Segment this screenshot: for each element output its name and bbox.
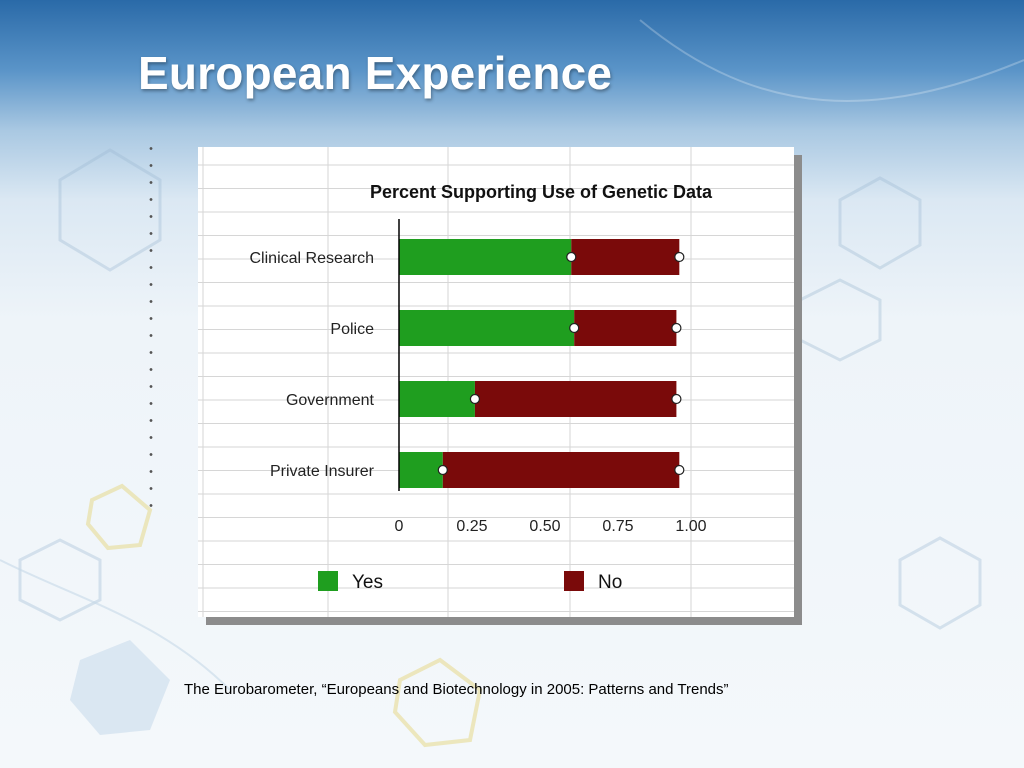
bar-no-private-insurer: [442, 452, 680, 488]
legend-label-yes: Yes: [352, 572, 383, 593]
legend-label-no: No: [598, 572, 622, 593]
category-labels: Clinical Research Police Government Private…: [250, 250, 375, 480]
chart-title: Percent Supporting Use of Genetic Data: [370, 182, 713, 202]
marker-yes-clinical-research: [566, 251, 577, 263]
slide-title: European Experience: [138, 47, 613, 99]
bar-yes-police: [399, 310, 575, 346]
x-tick-label: 0.75: [602, 518, 633, 535]
chart-legend: Yes No: [318, 571, 622, 593]
bar-yes-private-insurer: [399, 452, 443, 488]
x-tick-label: 0.50: [529, 518, 560, 535]
x-tick-label: 0: [395, 518, 404, 535]
category-label: Government: [286, 392, 375, 409]
category-label: Private Insurer: [270, 463, 375, 480]
category-label: Police: [330, 321, 374, 338]
bar-yes-clinical-research: [399, 239, 572, 275]
bar-chart: Percent Supporting Use of Genetic Data C…: [198, 147, 794, 617]
bar-no-police: [574, 310, 677, 346]
bullet-dots: [148, 140, 154, 510]
chart-panel: Percent Supporting Use of Genetic Data C…: [198, 147, 794, 617]
bar-no-government: [474, 381, 677, 417]
legend-swatch-no: [564, 571, 584, 591]
bar-yes-government: [399, 381, 475, 417]
marker-total-police: [671, 322, 682, 334]
marker-total-private-insurer: [674, 464, 685, 476]
category-label: Clinical Research: [250, 250, 375, 267]
x-tick-label: 1.00: [675, 518, 706, 535]
marker-total-clinical-research: [674, 251, 685, 263]
legend-swatch-yes: [318, 571, 338, 591]
marker-yes-private-insurer: [437, 464, 448, 476]
x-tick-label: 0.25: [456, 518, 487, 535]
marker-total-government: [671, 393, 682, 405]
chart-bars: [399, 239, 685, 488]
bar-no-clinical-research: [571, 239, 680, 275]
marker-yes-police: [569, 322, 580, 334]
source-caption: The Eurobarometer, “Europeans and Biotec…: [184, 681, 729, 698]
marker-yes-government: [469, 393, 481, 405]
x-tick-labels: 0 0.25 0.50 0.75 1.00: [395, 518, 707, 535]
chart-grid: [198, 147, 794, 617]
